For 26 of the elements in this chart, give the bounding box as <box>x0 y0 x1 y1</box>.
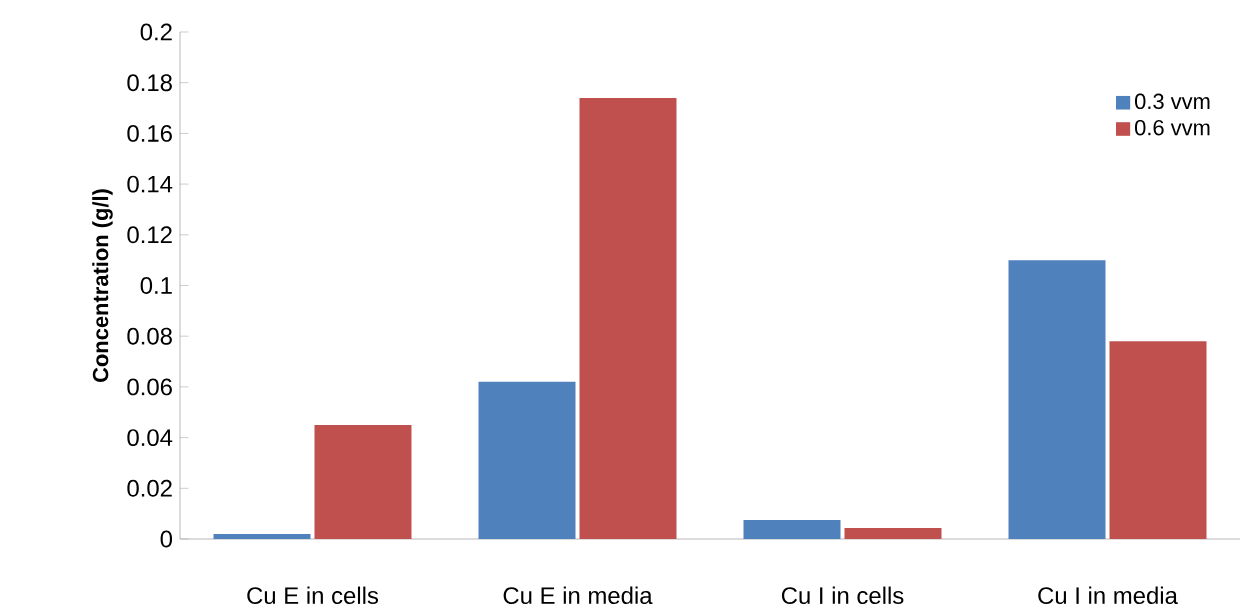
bar <box>213 533 311 539</box>
y-tick-label: 0.12 <box>127 226 172 244</box>
bar <box>478 381 576 539</box>
bar <box>1008 260 1106 539</box>
y-tick-label: 0.04 <box>127 429 173 447</box>
y-tick-label: 0.18 <box>127 74 172 92</box>
y-tick-label: 0.2 <box>140 23 172 41</box>
bar <box>314 424 412 539</box>
legend-label: 0.3 vvm <box>1135 93 1210 110</box>
y-tick-label: 0 <box>160 530 173 548</box>
bar <box>743 519 841 539</box>
bar <box>579 97 677 539</box>
legend-label: 0.6 vvm <box>1135 119 1210 136</box>
y-tick-label: 0.06 <box>127 378 172 396</box>
x-tick-label: Cu E in media <box>503 586 653 605</box>
y-tick-label: 0.08 <box>127 327 172 345</box>
bar <box>844 528 942 539</box>
y-tick-label: 0.16 <box>127 124 172 142</box>
y-axis-title: Concentration (g/l) <box>92 189 113 382</box>
x-tick-label: Cu E in cells <box>247 586 379 605</box>
x-tick-label: Cu I in media <box>1038 586 1178 605</box>
y-tick-label: 0.1 <box>140 277 172 294</box>
bar <box>1109 341 1207 539</box>
y-tick-label: 0.14 <box>127 175 173 193</box>
x-tick-label: Cu I in cells <box>781 586 904 605</box>
y-tick-label: 0.02 <box>127 479 172 497</box>
